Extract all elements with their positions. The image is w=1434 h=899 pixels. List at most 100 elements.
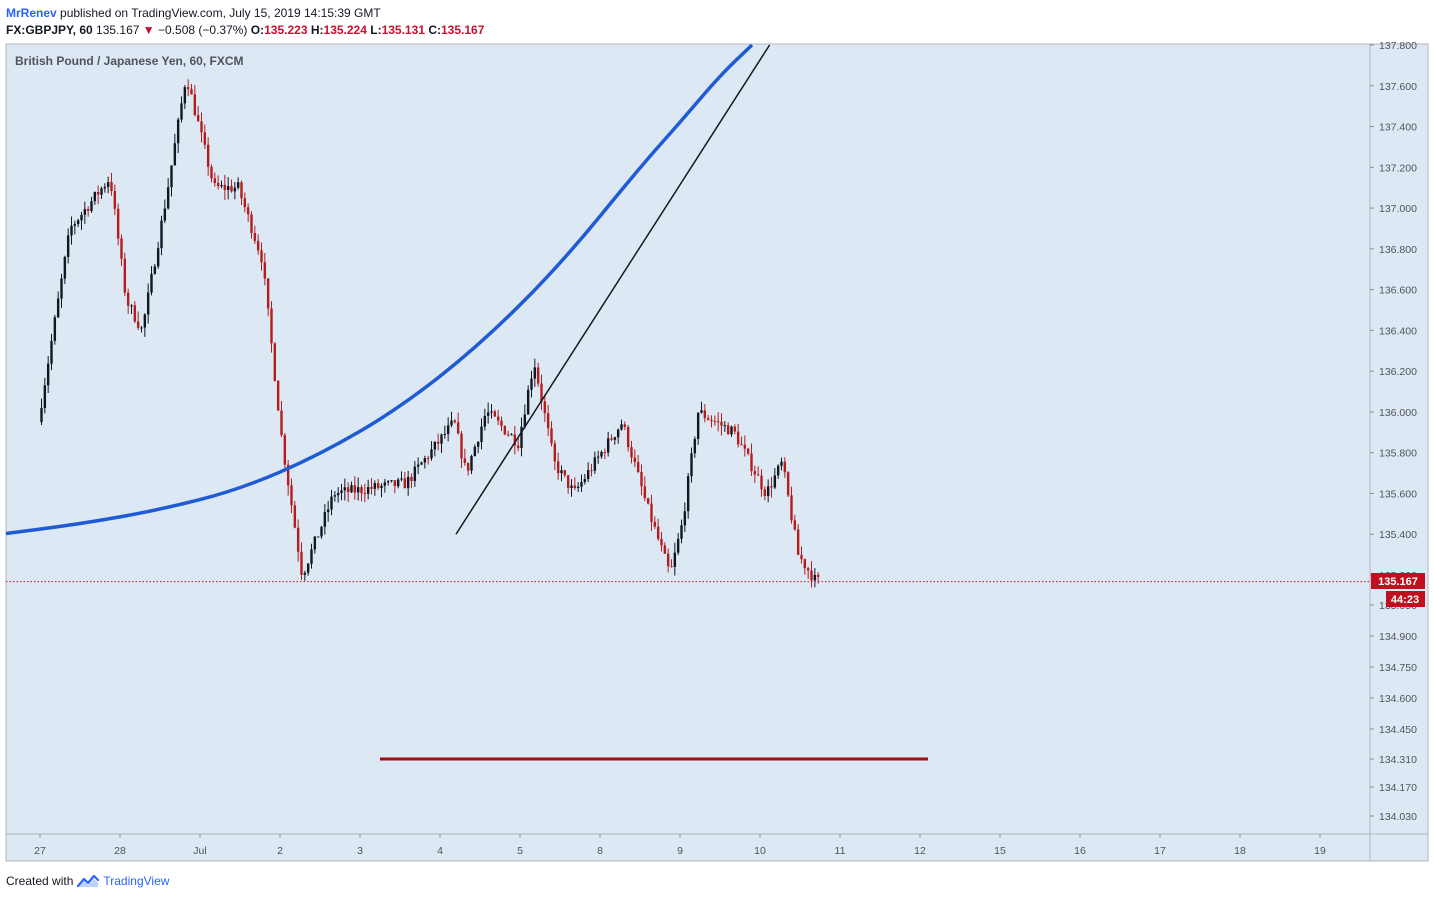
candle-body [776,465,780,476]
time-tick-label: 28 [114,845,126,857]
candle-body [426,458,430,460]
candle-body [413,466,417,482]
candle-body [336,492,340,496]
candle-body [83,209,87,215]
candle-body [436,441,440,444]
candle-body [500,420,503,427]
candle-body [350,485,353,493]
candle-body [576,486,580,489]
candle-body [520,426,523,449]
trendline[interactable] [455,44,771,535]
candle-body [460,433,463,459]
time-tick-label: 5 [517,845,523,857]
candle-body [343,487,347,491]
candle-body [770,486,773,488]
tradingview-brand[interactable]: TradingView [103,874,170,888]
candle-body [206,144,210,167]
candle-body [716,421,720,423]
candle-body [400,478,403,480]
candle-body [613,437,617,440]
time-tick-label: 18 [1234,845,1246,857]
candle-body [153,266,157,274]
candle-body [410,476,413,482]
candle-body [660,538,663,546]
time-tick-label: 16 [1074,845,1086,857]
candle-body [313,536,317,550]
time-tick-label: 15 [994,845,1006,857]
candle-body [56,298,60,318]
candle-body [756,474,760,476]
price-tick-label: 135.800 [1379,448,1417,460]
published-text: published on TradingView.com, July 15, 2… [60,6,381,20]
candle-body [403,478,407,489]
candle-body [730,426,733,435]
candle-body [523,414,527,427]
candles-group [40,79,820,588]
candle-body [796,529,800,555]
candle-body [813,574,817,581]
candle-body [80,214,83,221]
price-tick-label: 136.800 [1379,244,1417,256]
time-tick-label: 27 [34,845,46,857]
candle-body [450,420,453,426]
price-tag-text: 135.167 [1378,576,1418,588]
candle-body [130,305,133,307]
candle-body [746,448,750,454]
candle-body [636,462,640,472]
candle-body [90,201,93,211]
candle-body [486,412,490,416]
close-value: 135.167 [440,23,485,37]
candle-body [380,485,383,489]
candle-body [666,553,670,567]
candle-body [326,509,330,513]
candle-body [296,527,300,552]
candle-body [763,489,767,496]
candle-body [66,235,70,257]
price-tick-label: 137.800 [1379,40,1417,52]
candle-body [640,471,643,487]
candle-body [483,415,487,427]
time-axis[interactable] [6,834,1428,861]
candle-body [93,192,97,202]
candle-body [713,421,717,423]
candle-body [563,470,567,476]
price-axis[interactable] [1370,44,1428,834]
time-axis-labels: 27 28 Jul 2 3 4 5 8 9 10 11 12 15 16 17 18 19 [34,834,1326,857]
time-tick-label: 9 [677,845,683,857]
price-tick-label: 135.400 [1379,529,1417,541]
candle-body [203,132,207,145]
candle-body [803,559,807,569]
candle-body [650,503,653,522]
candle-body [53,317,57,341]
candle-body [743,444,747,449]
candle-body [510,434,513,436]
price-axis-labels: 137.800 137.600 137.400 137.200 137.000 136.8… [1370,40,1417,823]
candle-body [463,458,467,463]
price-tick-label: 136.000 [1379,407,1417,419]
candle-body [243,198,247,208]
candle-body [680,525,683,539]
candle-body [623,424,627,428]
candle-body [810,570,813,581]
candle-body [696,412,700,439]
candle-body [266,278,270,309]
plot-area[interactable] [6,44,1370,834]
price-tick-label: 136.600 [1379,285,1417,297]
candle-body [573,485,577,489]
candle-body [693,438,697,454]
candle-body [783,461,787,473]
time-tick-label: 2 [277,845,283,857]
author-link[interactable]: MrRenev [6,6,57,20]
low-label: L: [370,23,382,37]
candle-body [706,418,710,420]
candle-body [806,568,810,571]
candle-body [280,410,283,436]
candle-body [233,187,237,192]
candle-body [43,385,47,409]
candle-body [583,479,587,483]
candle-body [506,434,510,436]
trend-curve[interactable] [0,44,754,536]
candle-body [630,447,633,458]
candle-body [393,480,397,487]
